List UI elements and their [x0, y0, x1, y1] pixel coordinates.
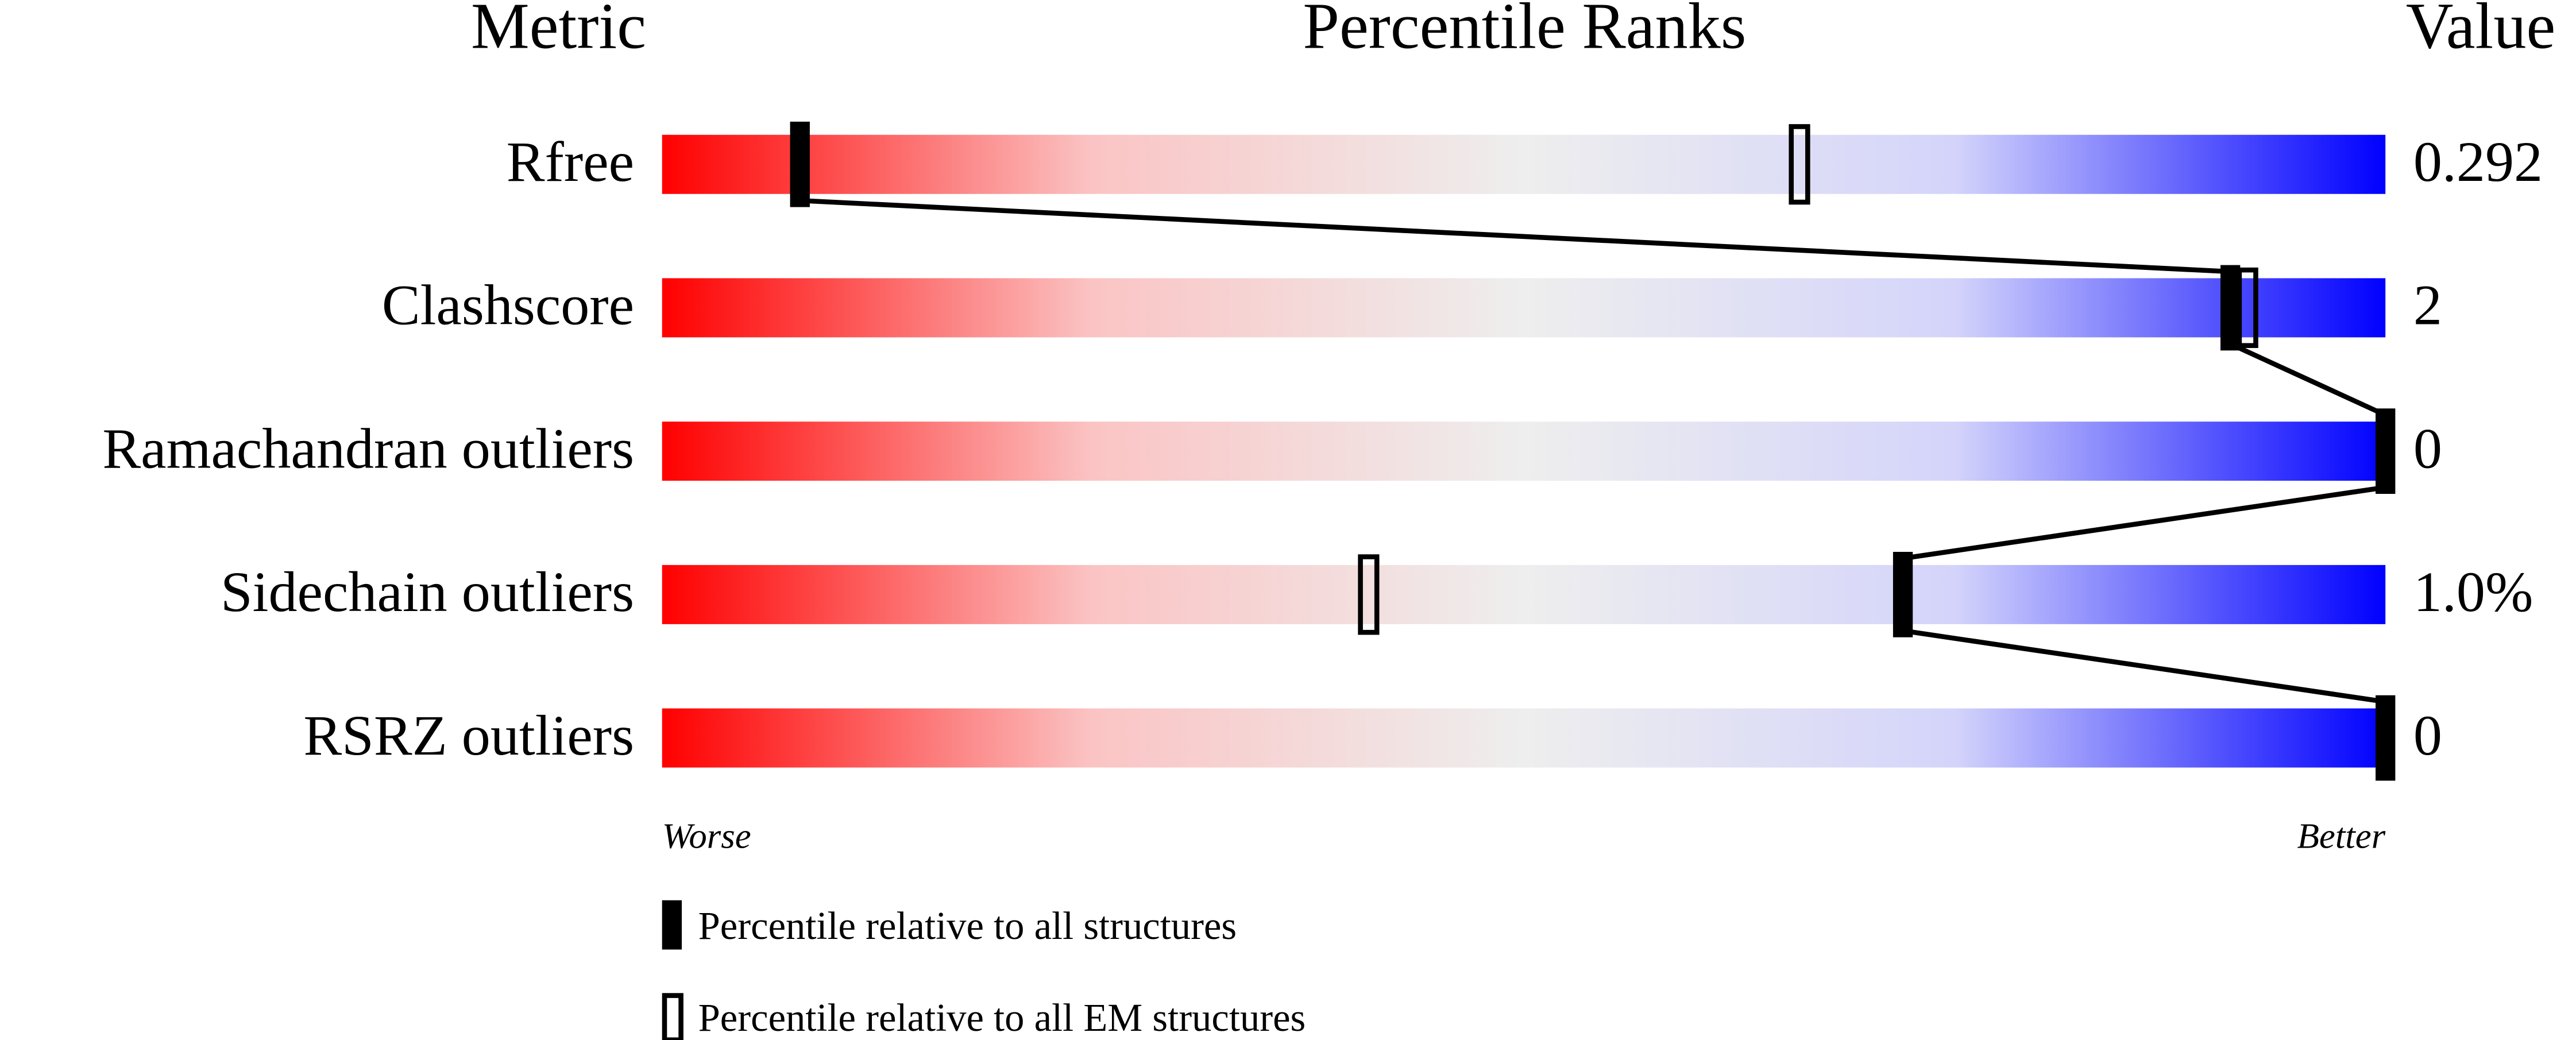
all-percentile-marker	[1893, 551, 1913, 637]
metric-label: Sidechain outliers	[221, 560, 634, 624]
all-percentile-marker	[2220, 265, 2241, 351]
metric-value: 0	[2413, 703, 2442, 767]
all-percentile-marker	[2376, 695, 2396, 781]
percentile-bar	[662, 708, 2386, 768]
legend-label: Percentile relative to all EM structures	[698, 996, 1306, 1039]
worse-label: Worse	[662, 815, 751, 856]
value-header: Value	[2406, 0, 2556, 63]
all-percentile-marker	[2376, 408, 2396, 494]
percentile-bar	[662, 278, 2386, 338]
metric-label: Rfree	[507, 130, 634, 194]
all-percentile-marker	[790, 121, 810, 207]
legend-swatch-filled	[662, 900, 682, 950]
metric-label: Clashscore	[382, 273, 634, 337]
metric-value: 1.0%	[2413, 560, 2533, 624]
legend-swatch-hollow	[662, 993, 683, 1040]
connector-line	[800, 198, 2386, 705]
metric-header: Metric	[471, 0, 646, 63]
percentile-bar	[662, 422, 2386, 481]
metric-value: 2	[2413, 273, 2442, 337]
legend-label: Percentile relative to all structures	[698, 904, 1237, 948]
metric-label: Ramachandran outliers	[102, 416, 634, 480]
percentile-bar	[662, 134, 2386, 194]
percentile-header: Percentile Ranks	[1303, 0, 1746, 63]
better-label: Better	[2297, 815, 2385, 856]
em-percentile-marker	[1789, 124, 1810, 205]
em-percentile-marker	[1358, 554, 1380, 635]
percentile-bar	[662, 565, 2386, 624]
metric-value: 0.292	[2413, 130, 2543, 194]
metric-label: RSRZ outliers	[303, 703, 634, 767]
metric-value: 0	[2413, 416, 2442, 480]
